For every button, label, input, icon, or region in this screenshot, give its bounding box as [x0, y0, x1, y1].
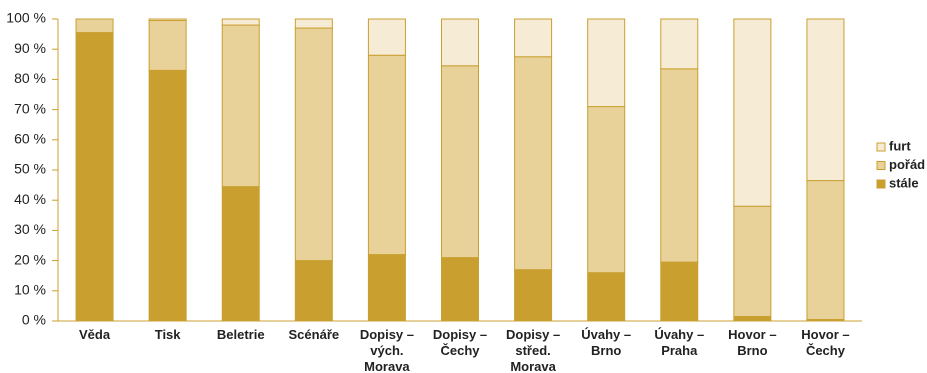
bar-segment — [660, 261, 699, 322]
bar-segment — [660, 18, 699, 70]
legend-label: stále — [889, 175, 919, 190]
x-tick-label: Dopisy – Čechy — [432, 327, 488, 358]
x-tick-label: Dopisy – střed. Morava — [505, 327, 561, 373]
bar-segment — [75, 32, 114, 322]
bar-segment — [806, 18, 845, 182]
bar-segment — [294, 18, 333, 29]
bar-segment — [221, 18, 260, 26]
y-tick-label: 10 % — [14, 282, 46, 298]
bar-segment — [514, 269, 553, 322]
x-tick-label: Beletrie — [216, 327, 265, 342]
y-tick-label: 30 % — [14, 221, 46, 237]
bar-segment — [441, 65, 479, 259]
bar-segment — [148, 18, 187, 22]
y-tick-label: 90 % — [14, 40, 46, 56]
bar-segment — [587, 106, 626, 274]
bar-segment — [367, 18, 406, 56]
bar-segment — [75, 18, 114, 34]
bar-segment — [587, 272, 626, 322]
bar-segment — [514, 56, 553, 271]
legend-swatch — [876, 161, 886, 170]
bar-segment — [367, 254, 406, 322]
bar-segment — [294, 27, 333, 262]
x-tick-label: Tisk — [154, 327, 181, 342]
bar-segment — [148, 69, 187, 322]
y-tick-label: 100 % — [6, 10, 46, 26]
x-tick-label: Úvahy – Praha — [654, 327, 705, 358]
bar-segment — [733, 18, 772, 207]
bar-segment — [294, 260, 333, 322]
y-tick-label: 60 % — [14, 131, 46, 147]
y-tick-label: 0 % — [22, 312, 46, 328]
bar-segment — [221, 186, 260, 322]
bar-segment — [441, 18, 479, 67]
bar-segment — [587, 18, 626, 108]
bar-segment — [367, 54, 406, 256]
x-tick-label: Scénáře — [288, 327, 340, 342]
bar-segment — [733, 315, 772, 322]
bar-segment — [441, 257, 479, 322]
bar-segment — [221, 24, 260, 188]
y-tick-label: 80 % — [14, 70, 46, 86]
legend-label: furt — [889, 138, 911, 153]
bar-segment — [733, 205, 772, 317]
bar-segment — [660, 68, 699, 263]
legend-swatch — [876, 142, 886, 152]
x-tick-label: Věda — [78, 327, 111, 342]
x-tick-label: Dopisy – vých. Morava — [359, 327, 414, 373]
x-tick-label: Hovor – Brno — [728, 327, 777, 358]
bar-segment — [148, 20, 187, 71]
y-tick-label: 20 % — [14, 251, 46, 267]
y-tick-label: 70 % — [14, 100, 46, 116]
bar-segment — [806, 180, 845, 320]
bar-segment — [514, 18, 553, 58]
legend-label: pořád — [889, 157, 925, 172]
y-tick-label: 40 % — [14, 191, 46, 207]
x-tick-label: Úvahy – Brno — [581, 327, 632, 358]
x-tick-label: Hovor – Čechy — [801, 327, 850, 358]
legend-swatch — [876, 179, 886, 189]
y-tick-label: 50 % — [14, 161, 46, 177]
